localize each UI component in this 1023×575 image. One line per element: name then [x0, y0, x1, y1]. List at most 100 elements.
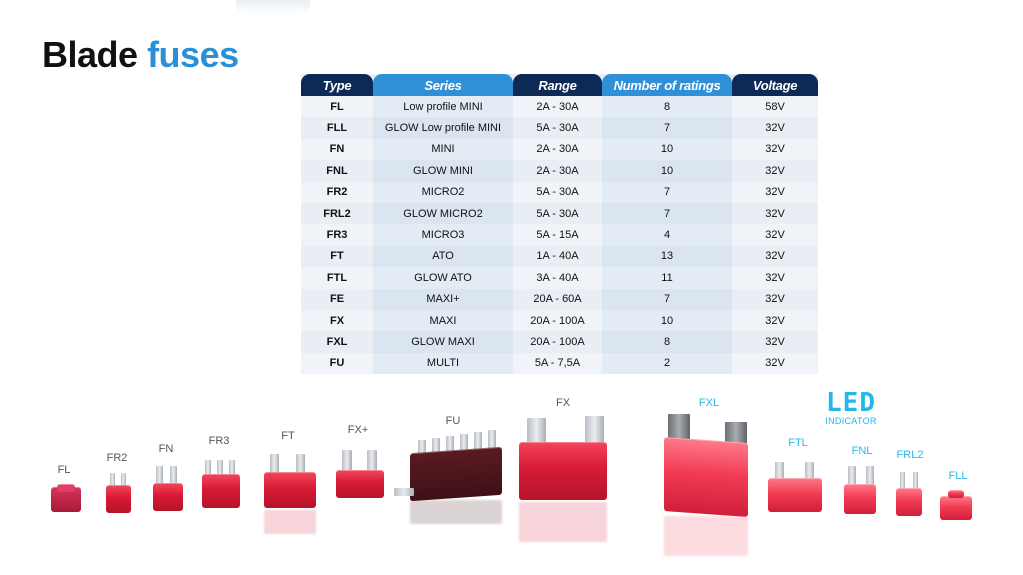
table-row: FX MAXI 20A - 100A 10 32V [301, 309, 818, 332]
cell-type: FR3 [301, 224, 373, 246]
cell-voltage: 32V [732, 202, 818, 225]
cell-series: GLOW MINI [373, 160, 513, 182]
table-row: FTL GLOW ATO 3A - 40A 11 32V [301, 267, 818, 289]
label-fl: FL [57, 464, 71, 476]
cell-range: 5A - 15A [513, 224, 602, 246]
fxl-reflection [664, 516, 748, 556]
cell-series: MAXI+ [373, 288, 513, 310]
cell-range: 2A - 30A [513, 160, 602, 182]
cell-ratings: 11 [602, 267, 732, 289]
label-fxplus: FX+ [347, 424, 369, 436]
fuse-spec-table: Type Series Range Number of ratings Volt… [301, 74, 818, 375]
cell-type: FN [301, 138, 373, 161]
top-decoration [236, 0, 310, 14]
led-logo-text: LED [826, 388, 876, 418]
cell-type: FX [301, 309, 373, 332]
cell-type: FR2 [301, 181, 373, 203]
cell-ratings: 10 [602, 138, 732, 161]
cell-type: FL [301, 96, 373, 118]
col-header-voltage: Voltage [732, 74, 818, 96]
cell-series: GLOW MAXI [373, 331, 513, 353]
table-row: FR2 MICRO2 5A - 30A 7 32V [301, 181, 818, 203]
cell-series: Low profile MINI [373, 96, 513, 118]
cell-voltage: 32V [732, 138, 818, 161]
title-word-1: Blade [42, 34, 138, 75]
cell-series: MAXI [373, 309, 513, 332]
cell-ratings: 10 [602, 160, 732, 182]
cell-ratings: 7 [602, 117, 732, 139]
cell-voltage: 32V [732, 245, 818, 268]
cell-series: MULTI [373, 352, 513, 375]
label-fll: FLL [948, 470, 968, 482]
cell-voltage: 32V [732, 117, 818, 139]
cell-ratings: 7 [602, 288, 732, 310]
ft-reflection [264, 510, 316, 534]
cell-type: FT [301, 245, 373, 268]
cell-voltage: 32V [732, 309, 818, 332]
cell-voltage: 32V [732, 181, 818, 203]
fu-reflection [410, 500, 502, 524]
cell-voltage: 32V [732, 288, 818, 310]
cell-series: ATO [373, 245, 513, 268]
cell-type: FRL2 [301, 202, 373, 225]
label-fn: FN [158, 443, 174, 455]
table-row: FL Low profile MINI 2A - 30A 8 58V [301, 96, 818, 118]
cell-type: FTL [301, 267, 373, 289]
cell-range: 3A - 40A [513, 267, 602, 289]
table-body: FL Low profile MINI 2A - 30A 8 58V FLL GLOW Lo… [301, 96, 818, 375]
cell-range: 20A - 100A [513, 309, 602, 332]
title-word-2: fuses [147, 34, 239, 75]
table-row: FU MULTI 5A - 7,5A 2 32V [301, 352, 818, 375]
cell-range: 2A - 30A [513, 138, 602, 161]
cell-type: FU [301, 352, 373, 375]
cell-series: GLOW MICRO2 [373, 202, 513, 225]
cell-ratings: 7 [602, 181, 732, 203]
label-fx: FX [555, 397, 571, 409]
label-ftl: FTL [788, 437, 808, 449]
cell-ratings: 8 [602, 331, 732, 353]
col-header-type: Type [301, 74, 373, 96]
cell-type: FNL [301, 160, 373, 182]
cell-range: 2A - 30A [513, 96, 602, 118]
col-header-series: Series [373, 74, 513, 96]
cell-voltage: 32V [732, 224, 818, 246]
table-row: FE MAXI+ 20A - 60A 7 32V [301, 288, 818, 310]
label-fnl: FNL [851, 445, 873, 457]
cell-ratings: 4 [602, 224, 732, 246]
fx-reflection [519, 502, 607, 542]
cell-voltage: 32V [732, 160, 818, 182]
cell-series: MICRO3 [373, 224, 513, 246]
cell-ratings: 2 [602, 352, 732, 375]
label-frl2: FRL2 [896, 449, 924, 461]
col-header-range: Range [513, 74, 602, 96]
cell-voltage: 32V [732, 352, 818, 375]
cell-ratings: 13 [602, 245, 732, 268]
label-ft: FT [281, 430, 295, 442]
cell-range: 5A - 7,5A [513, 352, 602, 375]
cell-ratings: 10 [602, 309, 732, 332]
label-fr3: FR3 [208, 435, 230, 447]
label-fu: FU [445, 415, 461, 427]
cell-type: FLL [301, 117, 373, 139]
table-row: FN MINI 2A - 30A 10 32V [301, 138, 818, 161]
cell-range: 5A - 30A [513, 117, 602, 139]
led-indicator-logo: LED INDICATOR [820, 390, 882, 426]
table-row: FLL GLOW Low profile MINI 5A - 30A 7 32V [301, 117, 818, 139]
table-row: FR3 MICRO3 5A - 15A 4 32V [301, 224, 818, 246]
cell-range: 5A - 30A [513, 202, 602, 225]
page-title: Blade fuses [42, 34, 239, 76]
table-row: FXL GLOW MAXI 20A - 100A 8 32V [301, 331, 818, 353]
cell-ratings: 8 [602, 96, 732, 118]
cell-voltage: 32V [732, 267, 818, 289]
cell-series: GLOW Low profile MINI [373, 117, 513, 139]
cell-series: MINI [373, 138, 513, 161]
cell-range: 20A - 100A [513, 331, 602, 353]
cell-range: 5A - 30A [513, 181, 602, 203]
label-fr2: FR2 [106, 452, 128, 464]
cell-type: FXL [301, 331, 373, 353]
table-row: FRL2 GLOW MICRO2 5A - 30A 7 32V [301, 202, 818, 225]
cell-voltage: 32V [732, 331, 818, 353]
cell-type: FE [301, 288, 373, 310]
cell-voltage: 58V [732, 96, 818, 118]
led-logo-subtext: INDICATOR [825, 416, 877, 426]
